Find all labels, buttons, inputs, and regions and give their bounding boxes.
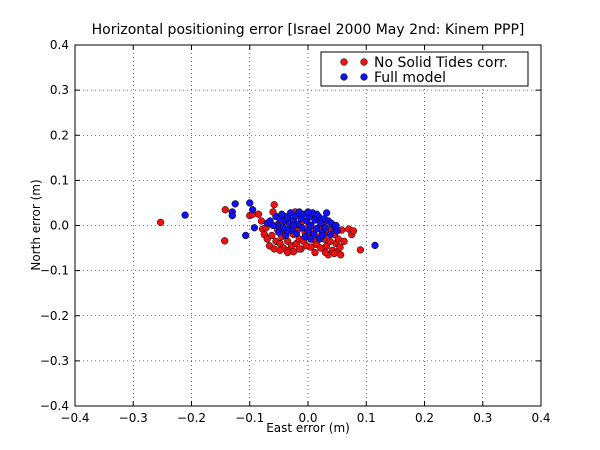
x-tick-label: 0.0	[298, 411, 317, 425]
data-point	[268, 231, 276, 240]
legend-item: Full model	[340, 70, 446, 86]
legend-item: No Solid Tides corr.	[340, 55, 508, 71]
data-point	[304, 208, 312, 216]
data-point	[318, 231, 327, 240]
data-point	[283, 227, 292, 235]
legend-marker	[360, 58, 368, 66]
y-tick-label: −0.2	[40, 309, 69, 323]
y-axis-label: North error (m)	[29, 179, 43, 270]
y-tick-label: 0.1	[50, 173, 69, 187]
data-point	[349, 227, 358, 235]
x-tick-label: −0.3	[119, 411, 148, 425]
data-point	[307, 221, 315, 230]
data-point	[340, 237, 348, 245]
data-point	[269, 221, 277, 230]
x-tick-label: −0.4	[60, 411, 89, 425]
series-2	[181, 199, 379, 250]
x-tick-label: 0.1	[357, 411, 376, 425]
x-tick-label: −0.1	[235, 411, 264, 425]
x-tick-label: 0.4	[531, 411, 550, 425]
plot-area	[74, 44, 542, 407]
data-point	[333, 227, 341, 235]
x-tick-labels: −0.4 −0.3 −0.2 −0.1 0.0 0.1 0.2 0.3 0.4	[60, 411, 550, 425]
legend-marker	[340, 73, 348, 81]
y-tick-label: 0.4	[50, 38, 69, 52]
data-point	[371, 241, 379, 250]
data-point	[330, 249, 338, 258]
data-points	[156, 199, 379, 259]
data-point	[321, 248, 330, 257]
legend-marker	[360, 73, 368, 81]
legend: No Solid Tides corr.Full model	[320, 51, 529, 87]
data-point	[275, 228, 283, 236]
legend-marker	[340, 58, 348, 66]
axis-ticks	[74, 44, 542, 407]
x-axis-label: East error (m)	[266, 421, 350, 435]
data-point	[292, 229, 301, 238]
y-tick-label: −0.3	[40, 354, 69, 368]
data-point	[311, 248, 319, 257]
data-point	[242, 231, 250, 240]
data-point	[298, 224, 306, 232]
data-point	[276, 246, 284, 254]
data-point	[250, 224, 259, 232]
data-point	[295, 245, 303, 253]
data-point	[336, 251, 345, 259]
data-point	[231, 200, 239, 208]
y-tick-label: −0.1	[40, 264, 69, 278]
x-tick-label: −0.2	[177, 411, 206, 425]
data-point	[181, 211, 189, 219]
data-point	[270, 201, 278, 209]
chart-title: Horizontal positioning error [Israel 200…	[92, 22, 525, 38]
data-point	[313, 210, 321, 218]
legend-label: No Solid Tides corr.	[374, 55, 508, 71]
data-point	[326, 230, 334, 239]
x-tick-label: 0.2	[415, 411, 434, 425]
data-point	[156, 218, 165, 226]
data-point	[278, 210, 286, 218]
data-point	[221, 237, 229, 245]
data-point	[336, 243, 344, 251]
y-tick-label: 0.0	[50, 219, 69, 233]
data-point	[228, 211, 236, 220]
y-tick-label: 0.2	[50, 128, 69, 142]
data-point	[321, 224, 330, 232]
y-tick-label: 0.3	[50, 83, 69, 97]
data-point	[246, 199, 254, 207]
data-point	[221, 206, 229, 214]
y-tick-label: −0.4	[40, 399, 69, 413]
y-tick-labels: −0.4 −0.3 −0.2 −0.1 0.0 0.1 0.2 0.3 0.4	[40, 38, 69, 413]
x-tick-label: 0.3	[473, 411, 492, 425]
data-point	[322, 209, 331, 217]
data-point	[356, 246, 365, 254]
grid-lines	[75, 45, 541, 406]
data-point	[313, 225, 321, 233]
data-point	[249, 206, 257, 214]
data-point	[289, 221, 298, 230]
data-point	[254, 210, 263, 218]
data-point	[307, 235, 315, 243]
legend-label: Full model	[374, 70, 446, 86]
